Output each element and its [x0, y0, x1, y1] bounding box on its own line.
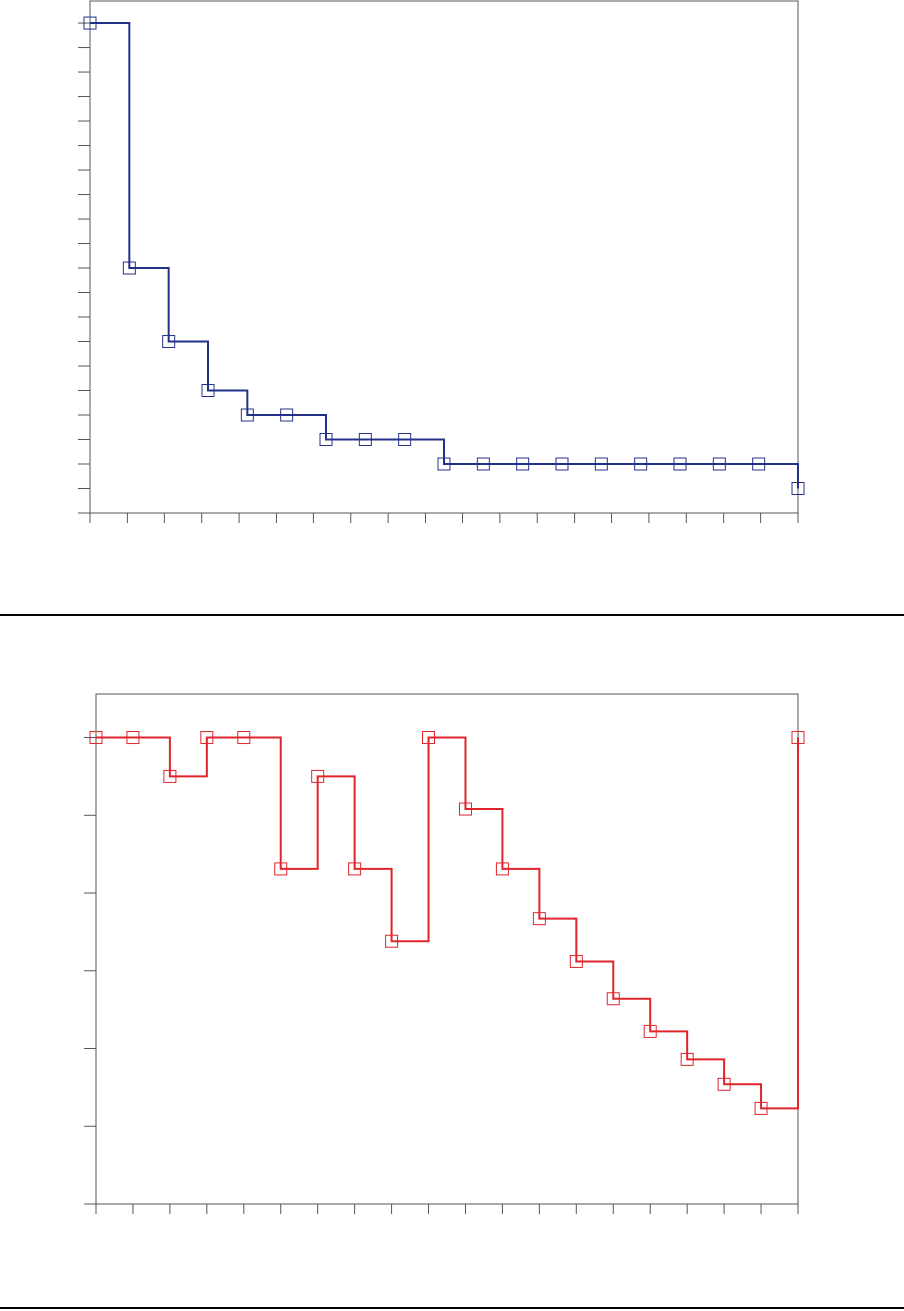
marker	[791, 482, 805, 496]
marker	[791, 731, 805, 745]
marker	[83, 16, 97, 30]
marker	[201, 384, 215, 398]
marker	[712, 457, 726, 471]
marker	[319, 433, 333, 447]
marker	[274, 862, 288, 876]
marker	[122, 261, 136, 275]
marker	[673, 457, 687, 471]
marker	[458, 802, 472, 816]
marker	[348, 862, 362, 876]
marker	[594, 457, 608, 471]
marker	[476, 457, 490, 471]
marker	[358, 433, 372, 447]
marker	[398, 433, 412, 447]
marker	[634, 457, 648, 471]
marker	[437, 457, 451, 471]
step-line	[90, 22, 799, 489]
marker	[717, 1077, 731, 1091]
marker	[495, 862, 509, 876]
marker	[754, 1101, 768, 1115]
step-line	[96, 736, 799, 1110]
marker	[555, 457, 569, 471]
marker	[680, 1052, 694, 1066]
marker	[422, 731, 436, 745]
marker	[126, 731, 140, 745]
marker	[516, 457, 530, 471]
marker	[240, 408, 254, 422]
marker	[643, 1024, 657, 1038]
marker	[606, 992, 620, 1006]
marker	[200, 731, 214, 745]
marker	[569, 954, 583, 968]
marker	[162, 335, 176, 349]
marker	[280, 408, 294, 422]
marker	[385, 934, 399, 948]
plot-frame	[89, 0, 799, 514]
plot-frame	[95, 693, 799, 1205]
marker	[89, 731, 103, 745]
marker	[752, 457, 766, 471]
marker	[311, 769, 325, 783]
marker	[237, 731, 251, 745]
marker	[532, 912, 546, 926]
marker	[163, 769, 177, 783]
